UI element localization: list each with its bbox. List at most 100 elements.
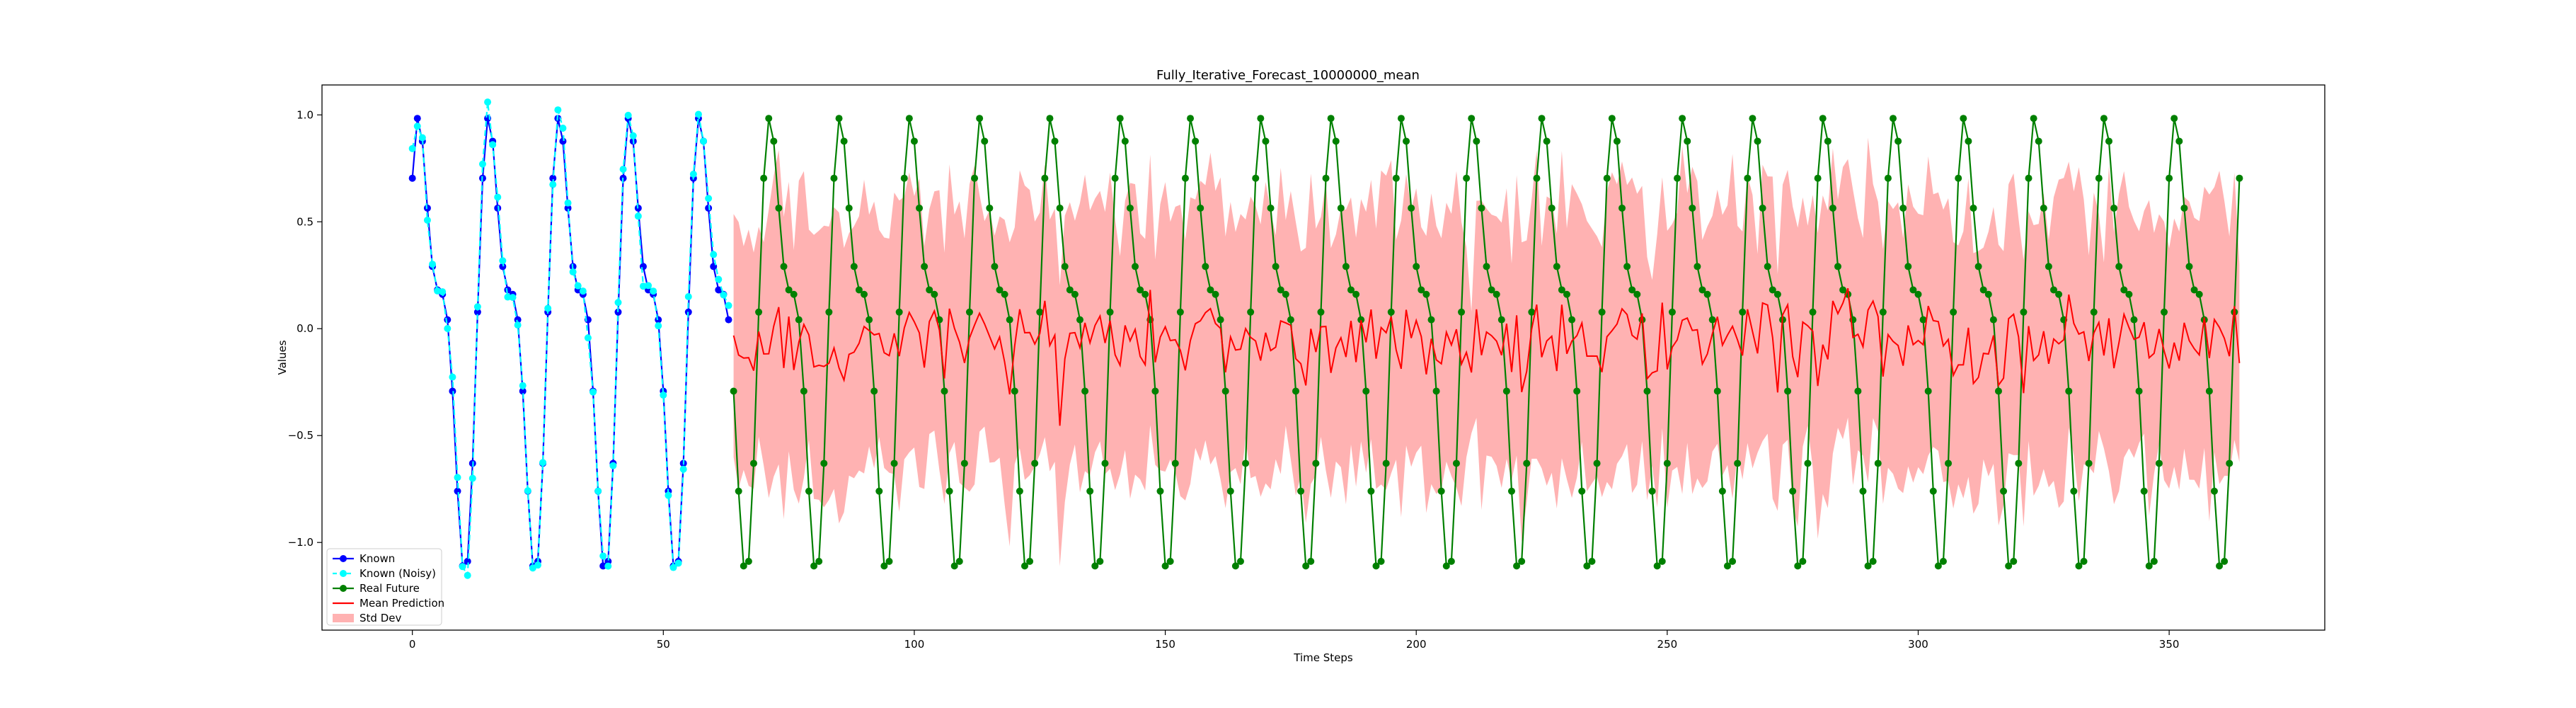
real-future-point (1884, 174, 1892, 182)
known-point (559, 137, 567, 145)
real-future-point (2135, 387, 2143, 395)
known-point (725, 316, 732, 324)
known-noisy-point (660, 392, 667, 399)
real-future-point (1497, 316, 1505, 324)
real-future-point (866, 316, 873, 324)
real-future-point (2030, 115, 2037, 122)
real-future-point (1387, 308, 1395, 316)
real-future-point (1091, 562, 1099, 570)
known-noisy-point (674, 559, 682, 567)
real-future-point (2150, 557, 2158, 565)
y-axis-label: Values (276, 340, 289, 375)
known-noisy-point (413, 122, 421, 130)
real-future-point (1096, 557, 1104, 565)
real-future-point (1729, 557, 1737, 565)
real-future-point (1111, 174, 1119, 182)
real-future-point (1307, 557, 1315, 565)
real-future-point (1633, 290, 1641, 298)
real-future-point (1408, 204, 1415, 212)
known-noisy-point (544, 304, 552, 312)
known-noisy-point (459, 563, 466, 571)
real-future-point (1272, 263, 1280, 270)
real-future-point (945, 487, 953, 495)
real-future-point (740, 562, 747, 570)
y-tick-label: 0.0 (297, 322, 314, 335)
known-noisy-point (509, 294, 517, 302)
known-point (413, 115, 421, 122)
real-future-point (1939, 557, 1947, 565)
known-noisy-point (609, 462, 617, 469)
x-axis: 0 50 100 150 200 250 300 350 (409, 630, 2180, 651)
real-future-point (1965, 137, 1972, 145)
x-axis-label: Time Steps (1293, 651, 1353, 664)
real-future-point (1121, 137, 1129, 145)
known-point (514, 316, 522, 324)
real-future-point (1708, 316, 1716, 324)
real-future-point (1337, 204, 1345, 212)
real-future-point (1869, 557, 1877, 565)
known-point (408, 174, 416, 182)
real-future-point (1864, 562, 1872, 570)
real-future-point (1176, 308, 1184, 316)
known-noisy-point (614, 299, 622, 307)
known-point (639, 263, 647, 270)
real-future-point (744, 557, 752, 565)
real-future-point (2226, 459, 2233, 467)
real-future-point (2120, 286, 2128, 294)
real-future-point (1031, 459, 1039, 467)
real-future-point (2166, 174, 2173, 182)
real-future-point (1543, 137, 1551, 145)
legend-label: Known (360, 552, 395, 565)
real-future-point (1151, 387, 1159, 395)
real-future-point (916, 204, 924, 212)
known-noisy-point (574, 282, 582, 290)
known-point (599, 562, 607, 570)
real-future-point (1236, 557, 1244, 565)
real-future-point (2195, 290, 2203, 298)
known-noisy-point (439, 288, 447, 296)
y-tick-label: 0.5 (297, 215, 314, 228)
real-future-point (1734, 459, 1742, 467)
real-future-point (790, 290, 798, 298)
real-future-point (1623, 263, 1631, 270)
real-future-point (1056, 204, 1064, 212)
real-future-point (1809, 308, 1817, 316)
real-future-point (1834, 263, 1842, 270)
real-future-point (1367, 487, 1375, 495)
real-future-point (1142, 290, 1149, 298)
real-future-point (1427, 316, 1435, 324)
real-future-point (1161, 562, 1169, 570)
real-future-point (1392, 174, 1400, 182)
known-noisy-point (599, 552, 607, 560)
real-future-point (1689, 204, 1696, 212)
real-future-point (870, 387, 878, 395)
real-future-point (895, 308, 903, 316)
x-tick-label: 350 (2159, 638, 2180, 651)
real-future-point (1086, 487, 1094, 495)
real-future-point (890, 459, 898, 467)
real-future-point (1934, 562, 1942, 570)
real-future-point (1006, 316, 1013, 324)
known-noisy-point (484, 98, 492, 106)
real-future-point (1081, 387, 1089, 395)
real-future-point (1347, 286, 1355, 294)
y-axis: −1.0 −0.5 0.0 0.5 1.0 (288, 108, 322, 549)
real-future-point (2080, 557, 2088, 565)
real-future-point (1116, 115, 1124, 122)
known-noisy-point (468, 474, 476, 482)
real-future-point (2090, 308, 2098, 316)
real-future-point (2035, 137, 2042, 145)
plot-area (321, 84, 2325, 631)
real-future-point (1613, 137, 1621, 145)
real-future-point (1437, 487, 1445, 495)
real-future-point (735, 487, 742, 495)
real-future-point (861, 290, 868, 298)
real-future-point (1764, 263, 1771, 270)
real-future-point (1739, 308, 1747, 316)
real-future-point (1528, 308, 1536, 316)
real-future-point (941, 387, 948, 395)
real-future-point (1583, 562, 1591, 570)
known-noisy-point (669, 564, 677, 571)
real-future-point (1267, 204, 1275, 212)
real-future-point (825, 308, 833, 316)
